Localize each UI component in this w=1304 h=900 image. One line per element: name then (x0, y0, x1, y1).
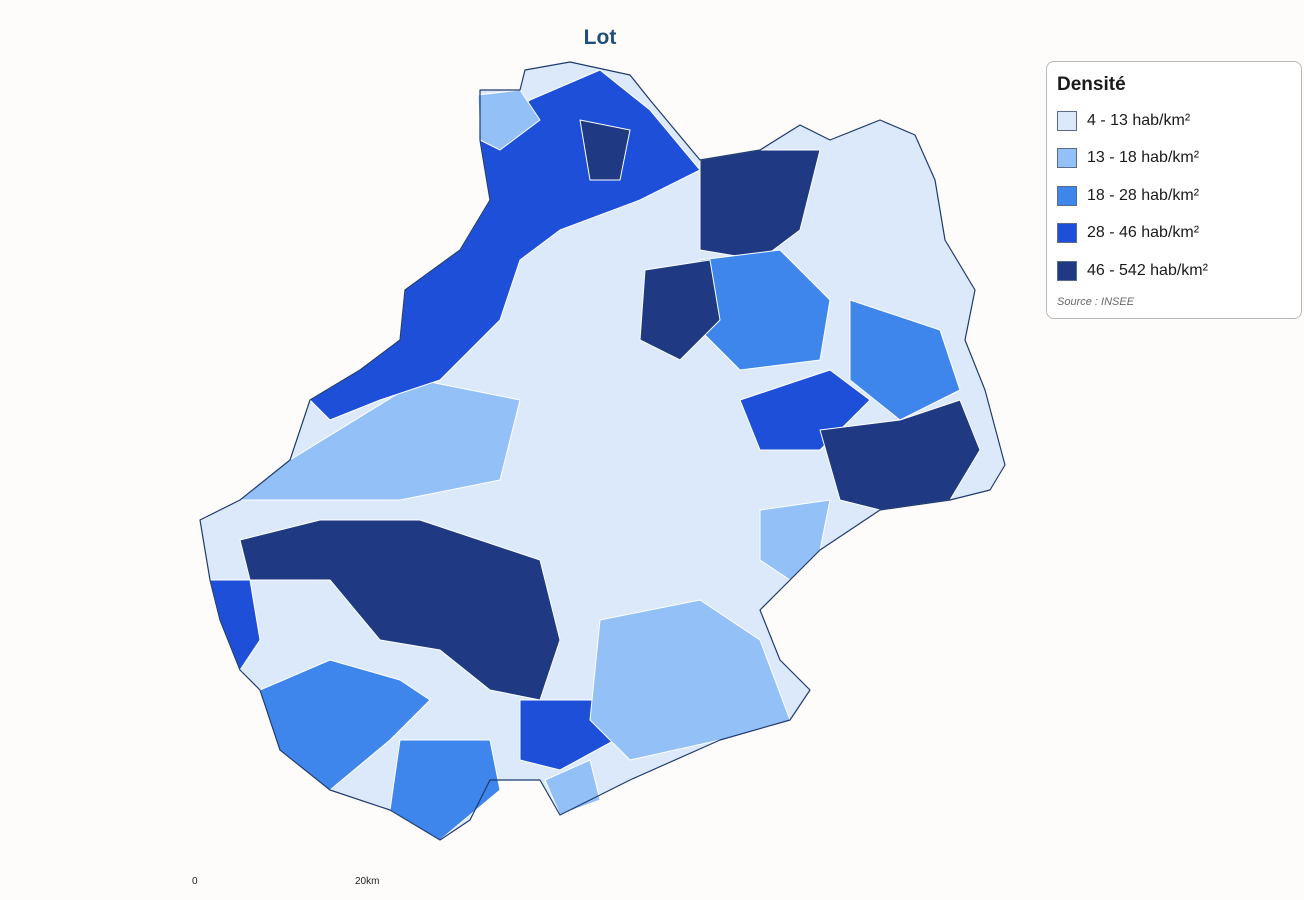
legend-title: Densité (1057, 74, 1126, 95)
legend-item: 18 - 28 hab/km² (1057, 177, 1291, 215)
legend-swatch (1057, 110, 1077, 131)
legend-item: 13 - 18 hab/km² (1057, 140, 1291, 178)
scale-start: 0 (192, 876, 198, 887)
commune-group (849, 299, 961, 421)
legend-label: 28 - 46 hab/km² (1087, 224, 1200, 242)
commune-group (639, 259, 721, 361)
legend-label: 4 - 13 hab/km² (1087, 111, 1191, 129)
legend-item: 4 - 13 hab/km² (1057, 102, 1291, 140)
legend-label: 13 - 18 hab/km² (1087, 149, 1200, 167)
legend-swatch (1057, 185, 1077, 206)
commune-group (579, 119, 631, 181)
department-outline (199, 61, 1006, 841)
legend-item: 46 - 542 hab/km² (1057, 252, 1291, 290)
legend-items: 4 - 13 hab/km² 13 - 18 hab/km² 18 - 28 hab… (1057, 102, 1291, 290)
scale-end: 20km (355, 876, 380, 887)
map-title: Lot (583, 26, 617, 49)
legend-item: 28 - 46 hab/km² (1057, 215, 1291, 253)
map (199, 61, 1006, 841)
legend-swatch (1057, 148, 1077, 169)
legend-label: 46 - 542 hab/km² (1087, 261, 1208, 279)
source-note: Source : INSEE (1057, 295, 1135, 308)
legend: Densité 4 - 13 hab/km² 13 - 18 hab/km² 18 … (1046, 61, 1302, 319)
commune-group (389, 739, 501, 841)
commune-group (819, 399, 981, 511)
legend-label: 18 - 28 hab/km² (1087, 186, 1200, 204)
legend-swatch (1057, 260, 1077, 281)
legend-swatch (1057, 223, 1077, 244)
